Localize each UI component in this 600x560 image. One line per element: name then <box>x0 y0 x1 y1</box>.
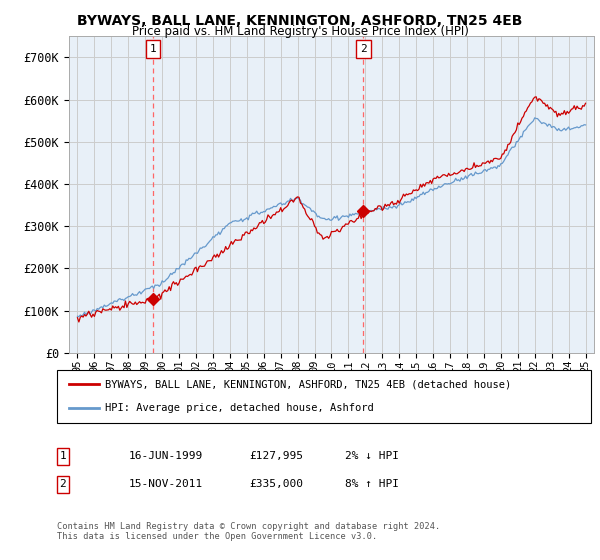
Text: 2% ↓ HPI: 2% ↓ HPI <box>345 451 399 461</box>
Text: 1: 1 <box>59 451 67 461</box>
Text: Price paid vs. HM Land Registry's House Price Index (HPI): Price paid vs. HM Land Registry's House … <box>131 25 469 38</box>
Text: BYWAYS, BALL LANE, KENNINGTON, ASHFORD, TN25 4EB: BYWAYS, BALL LANE, KENNINGTON, ASHFORD, … <box>77 14 523 28</box>
Text: BYWAYS, BALL LANE, KENNINGTON, ASHFORD, TN25 4EB (detached house): BYWAYS, BALL LANE, KENNINGTON, ASHFORD, … <box>105 380 511 390</box>
Text: 8% ↑ HPI: 8% ↑ HPI <box>345 479 399 489</box>
Text: 16-JUN-1999: 16-JUN-1999 <box>129 451 203 461</box>
Text: 2: 2 <box>59 479 67 489</box>
Text: HPI: Average price, detached house, Ashford: HPI: Average price, detached house, Ashf… <box>105 403 374 413</box>
Text: 15-NOV-2011: 15-NOV-2011 <box>129 479 203 489</box>
Text: £127,995: £127,995 <box>249 451 303 461</box>
Text: £335,000: £335,000 <box>249 479 303 489</box>
Text: 1: 1 <box>149 44 157 54</box>
Text: 2: 2 <box>360 44 367 54</box>
Text: Contains HM Land Registry data © Crown copyright and database right 2024.
This d: Contains HM Land Registry data © Crown c… <box>57 522 440 542</box>
